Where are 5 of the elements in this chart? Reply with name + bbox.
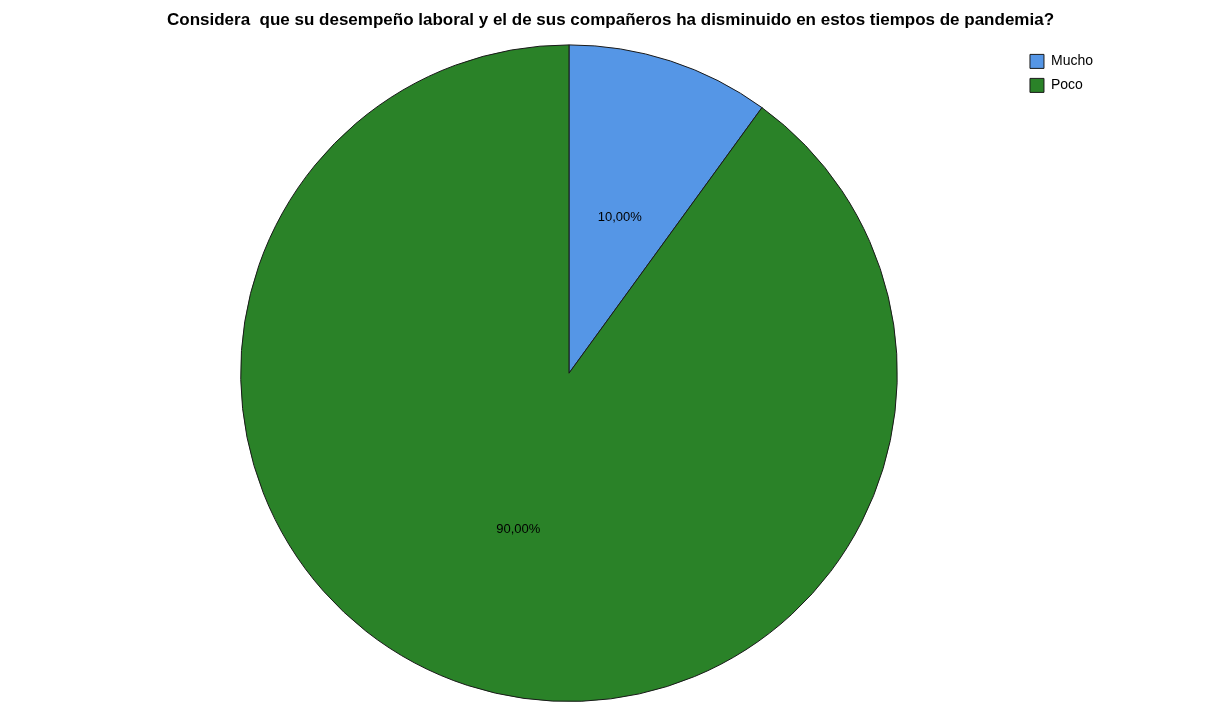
chart-title: Considera que su desempeño laboral y el de sus compañeros ha disminuido en estos tiempos de pandemia? xyxy=(166,9,1055,29)
data-label: 10,00% xyxy=(597,208,643,224)
legend-label: Mucho xyxy=(1050,52,1094,69)
data-label: 90,00% xyxy=(496,520,541,536)
legend-label: Poco xyxy=(1050,76,1084,93)
